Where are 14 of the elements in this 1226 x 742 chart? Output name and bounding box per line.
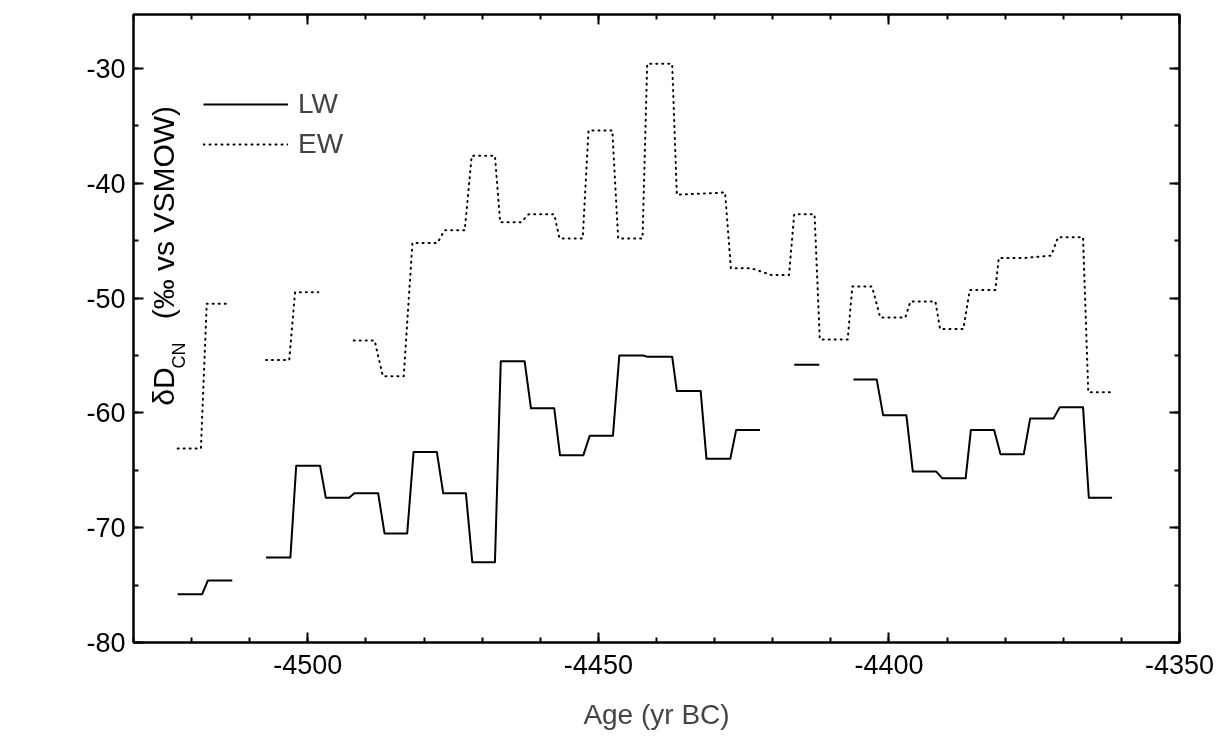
x-tick-label: -4500 <box>273 649 343 680</box>
legend-label: EW <box>298 127 344 161</box>
y-tick-label: -70 <box>86 513 126 544</box>
x-axis-title: Age (yr BC) <box>583 698 730 730</box>
legend-label: LW <box>298 87 338 121</box>
y-tick-label: -30 <box>86 53 126 84</box>
y-tick-label: -40 <box>86 168 126 199</box>
x-tick-label: -4350 <box>1144 649 1215 680</box>
x-tick-label: -4400 <box>854 649 924 680</box>
y-tick-label: -60 <box>86 398 126 429</box>
y-tick-label: -50 <box>86 283 126 314</box>
y-tick-label: -80 <box>86 628 126 658</box>
text: δDCN (‰ vs VSMOW) <box>146 105 189 406</box>
x-tick-label: -4450 <box>563 649 633 680</box>
